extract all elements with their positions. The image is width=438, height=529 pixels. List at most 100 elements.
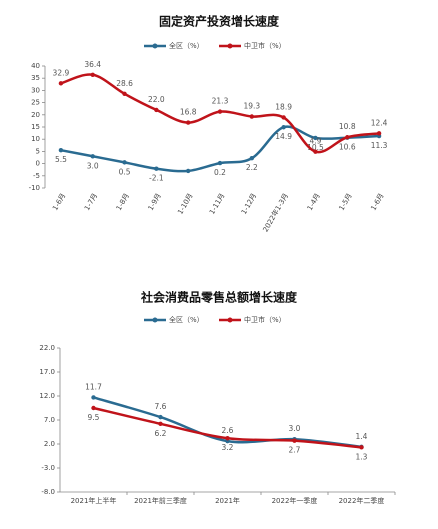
y-tick-label: -3.0 xyxy=(41,464,55,472)
y-tick-label: 25 xyxy=(31,99,40,107)
x-tick-label: 1-8月 xyxy=(115,192,131,212)
point xyxy=(249,114,255,119)
value-label: 3.2 xyxy=(222,443,234,452)
y-tick-label: 7.0 xyxy=(44,416,55,424)
value-label: 22.0 xyxy=(148,95,165,104)
value-label: 4.9 xyxy=(309,137,321,146)
point xyxy=(313,135,318,141)
x-tick-label: 2021年前三季度 xyxy=(134,496,187,505)
point xyxy=(376,131,382,136)
point xyxy=(90,154,95,159)
point xyxy=(185,168,191,174)
legend-marker xyxy=(227,317,233,323)
x-tick-label: 2022年1-3月 xyxy=(261,192,290,234)
x-tick-label: 1-9月 xyxy=(147,192,163,212)
point xyxy=(185,120,191,125)
value-label: 6.2 xyxy=(155,429,167,438)
x-tick-label: 2021年上半年 xyxy=(71,496,117,505)
value-label: 10.6 xyxy=(339,143,356,152)
point xyxy=(90,72,95,77)
y-tick-label: -8.0 xyxy=(41,488,55,496)
value-label: 10.8 xyxy=(339,122,356,131)
value-label: 1.3 xyxy=(356,452,368,461)
x-tick-label: 1-7月 xyxy=(83,192,99,212)
value-label: 7.6 xyxy=(155,402,167,411)
chart-title: 社会消费品零售总额增长速度 xyxy=(140,290,298,305)
point xyxy=(122,91,127,97)
value-label: 21.3 xyxy=(212,97,229,106)
value-label: 19.3 xyxy=(243,102,260,111)
point xyxy=(292,438,297,443)
value-label: -2.1 xyxy=(149,174,164,183)
point xyxy=(122,160,127,165)
y-tick-label: -10 xyxy=(29,184,40,192)
y-tick-label: 15 xyxy=(31,123,40,131)
value-label: 3.0 xyxy=(289,424,301,433)
y-tick-label: 2.0 xyxy=(44,440,55,448)
x-tick-label: 2021年 xyxy=(215,496,240,505)
y-tick-label: 17.0 xyxy=(39,368,55,376)
value-label: 5.5 xyxy=(55,155,67,164)
x-tick-label: 1-4月 xyxy=(306,192,322,212)
legend-label: 全区（%） xyxy=(169,41,204,50)
point xyxy=(158,421,163,427)
point xyxy=(58,147,64,153)
legend-label: 中卫市（%） xyxy=(244,41,286,50)
point xyxy=(91,395,96,400)
y-tick-label: 12.0 xyxy=(39,392,55,400)
x-tick-label: 1-6月 xyxy=(369,192,385,212)
value-label: 16.8 xyxy=(180,108,197,117)
value-label: 18.9 xyxy=(275,102,292,111)
point xyxy=(154,107,159,113)
value-label: 10.5 xyxy=(307,143,324,152)
point xyxy=(158,414,163,420)
point xyxy=(313,149,318,154)
x-tick-label: 1-6月 xyxy=(51,192,67,212)
y-tick-label: 10 xyxy=(31,135,40,143)
x-tick-label: 2022年二季度 xyxy=(339,496,385,505)
value-label: 1.4 xyxy=(356,432,368,441)
value-label: 28.6 xyxy=(116,79,133,88)
point xyxy=(345,135,350,140)
value-label: 32.9 xyxy=(53,68,70,77)
point xyxy=(217,109,223,114)
value-label: 3.0 xyxy=(87,161,99,170)
value-label: 0.2 xyxy=(214,168,226,177)
value-label: 2.7 xyxy=(289,446,301,455)
point xyxy=(359,445,364,450)
legend-marker xyxy=(152,317,158,323)
legend-marker xyxy=(227,43,233,49)
x-tick-label: 1-10月 xyxy=(176,192,194,216)
point xyxy=(281,125,286,130)
value-label: 36.4 xyxy=(84,60,101,69)
legend-label: 全区（%） xyxy=(169,315,204,324)
value-label: 11.3 xyxy=(371,141,388,150)
x-tick-label: 1-11月 xyxy=(208,192,226,216)
y-tick-label: 35 xyxy=(31,74,40,82)
point xyxy=(58,81,64,86)
y-tick-label: 20 xyxy=(31,111,40,119)
y-tick-label: 40 xyxy=(31,62,40,70)
point xyxy=(281,115,286,120)
value-label: 9.5 xyxy=(88,413,100,422)
y-tick-label: 30 xyxy=(31,86,40,94)
point xyxy=(217,160,223,166)
y-tick-label: 5 xyxy=(36,147,40,155)
y-tick-label: 0 xyxy=(36,160,40,168)
value-label: 2.6 xyxy=(222,426,234,435)
value-label: 14.9 xyxy=(275,132,292,141)
point xyxy=(91,405,96,411)
value-label: 0.5 xyxy=(119,167,131,176)
chart-title: 固定资产投资增长速度 xyxy=(159,14,280,29)
point xyxy=(225,436,230,441)
value-label: 11.7 xyxy=(85,382,102,391)
y-tick-label: -5 xyxy=(33,172,40,180)
x-tick-label: 1-5月 xyxy=(338,192,354,212)
x-tick-label: 1-12月 xyxy=(240,192,258,216)
value-label: 2.2 xyxy=(246,163,258,172)
legend-label: 中卫市（%） xyxy=(244,315,286,324)
value-label: 12.4 xyxy=(371,118,388,127)
point xyxy=(249,156,255,161)
